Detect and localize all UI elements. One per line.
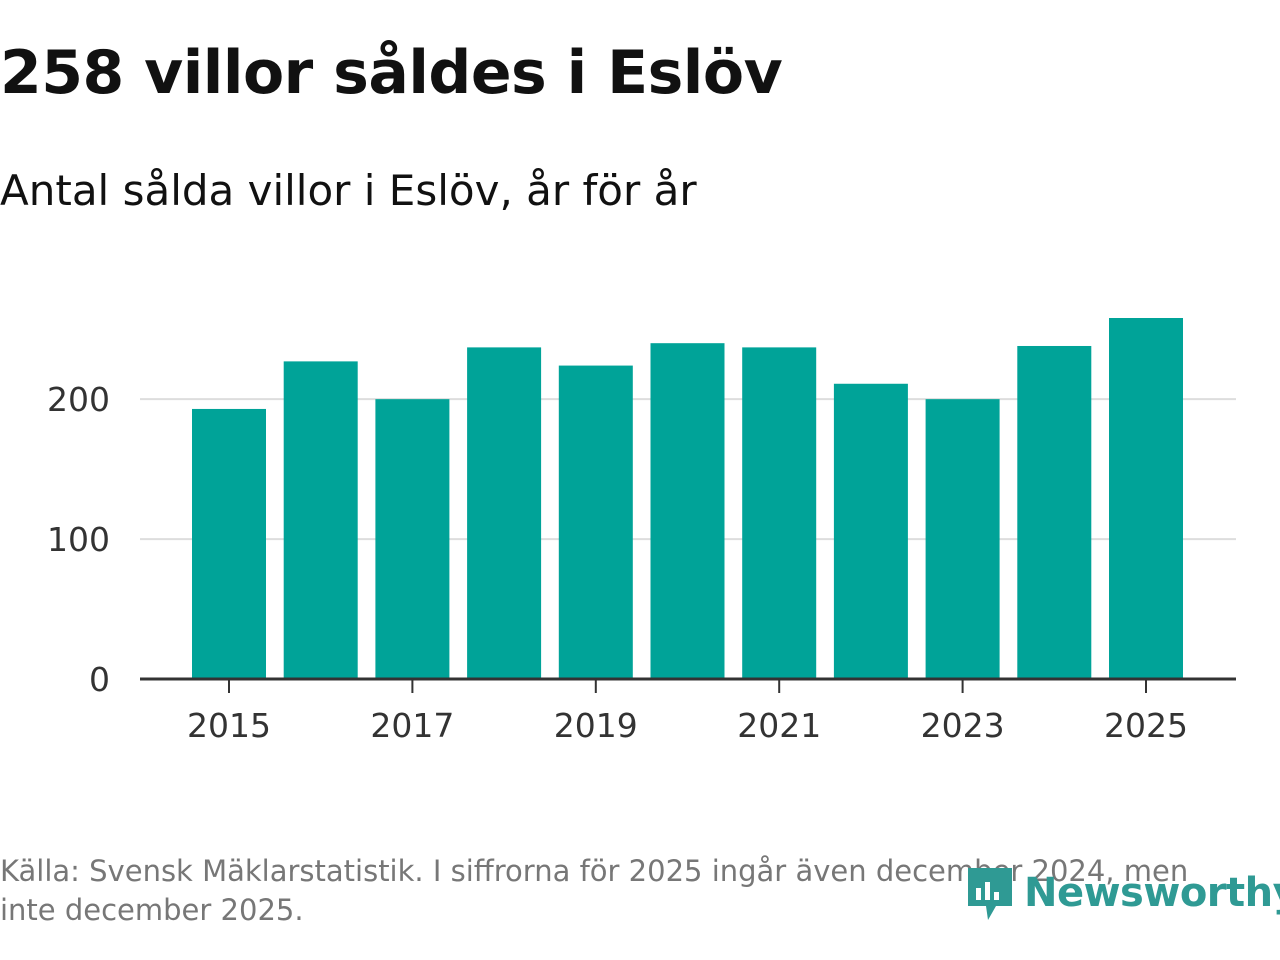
bar-2025	[1109, 318, 1183, 679]
x-tick-label-2025: 2025	[1104, 706, 1188, 745]
bar-2019	[558, 365, 633, 679]
y-tick-label-100: 100	[47, 520, 110, 559]
bar-2016	[283, 361, 358, 679]
bar-2020	[650, 343, 725, 679]
bars	[192, 318, 1183, 679]
y-tick-label-0: 0	[89, 660, 110, 699]
bar-2024	[1017, 345, 1092, 679]
brand-name: Newsworthy	[1024, 870, 1280, 916]
x-tick-label-2019: 2019	[554, 706, 638, 745]
bar-2021	[742, 347, 817, 679]
bar-2023	[925, 399, 1000, 679]
bar-2017	[375, 399, 450, 679]
x-tick-label-2021: 2021	[737, 706, 821, 745]
bar-2015	[192, 408, 266, 679]
y-tick-label-200: 200	[47, 380, 110, 419]
x-tick-label-2017: 2017	[370, 706, 454, 745]
axes: 0 100 200 2015 2017 2019 2021 2023 2025	[47, 380, 1236, 745]
bar-2022	[833, 383, 908, 679]
newsworthy-logo: Newsworthy	[964, 862, 1280, 924]
chart-subtitle: Antal sålda villor i Eslöv, år för år	[0, 166, 697, 215]
bar-2018	[467, 347, 542, 679]
newsworthy-logo-icon	[968, 868, 1012, 920]
x-tick-label-2015: 2015	[187, 706, 271, 745]
chart-title: 258 villor såldes i Eslöv	[0, 38, 783, 108]
x-tick-label-2023: 2023	[921, 706, 1005, 745]
